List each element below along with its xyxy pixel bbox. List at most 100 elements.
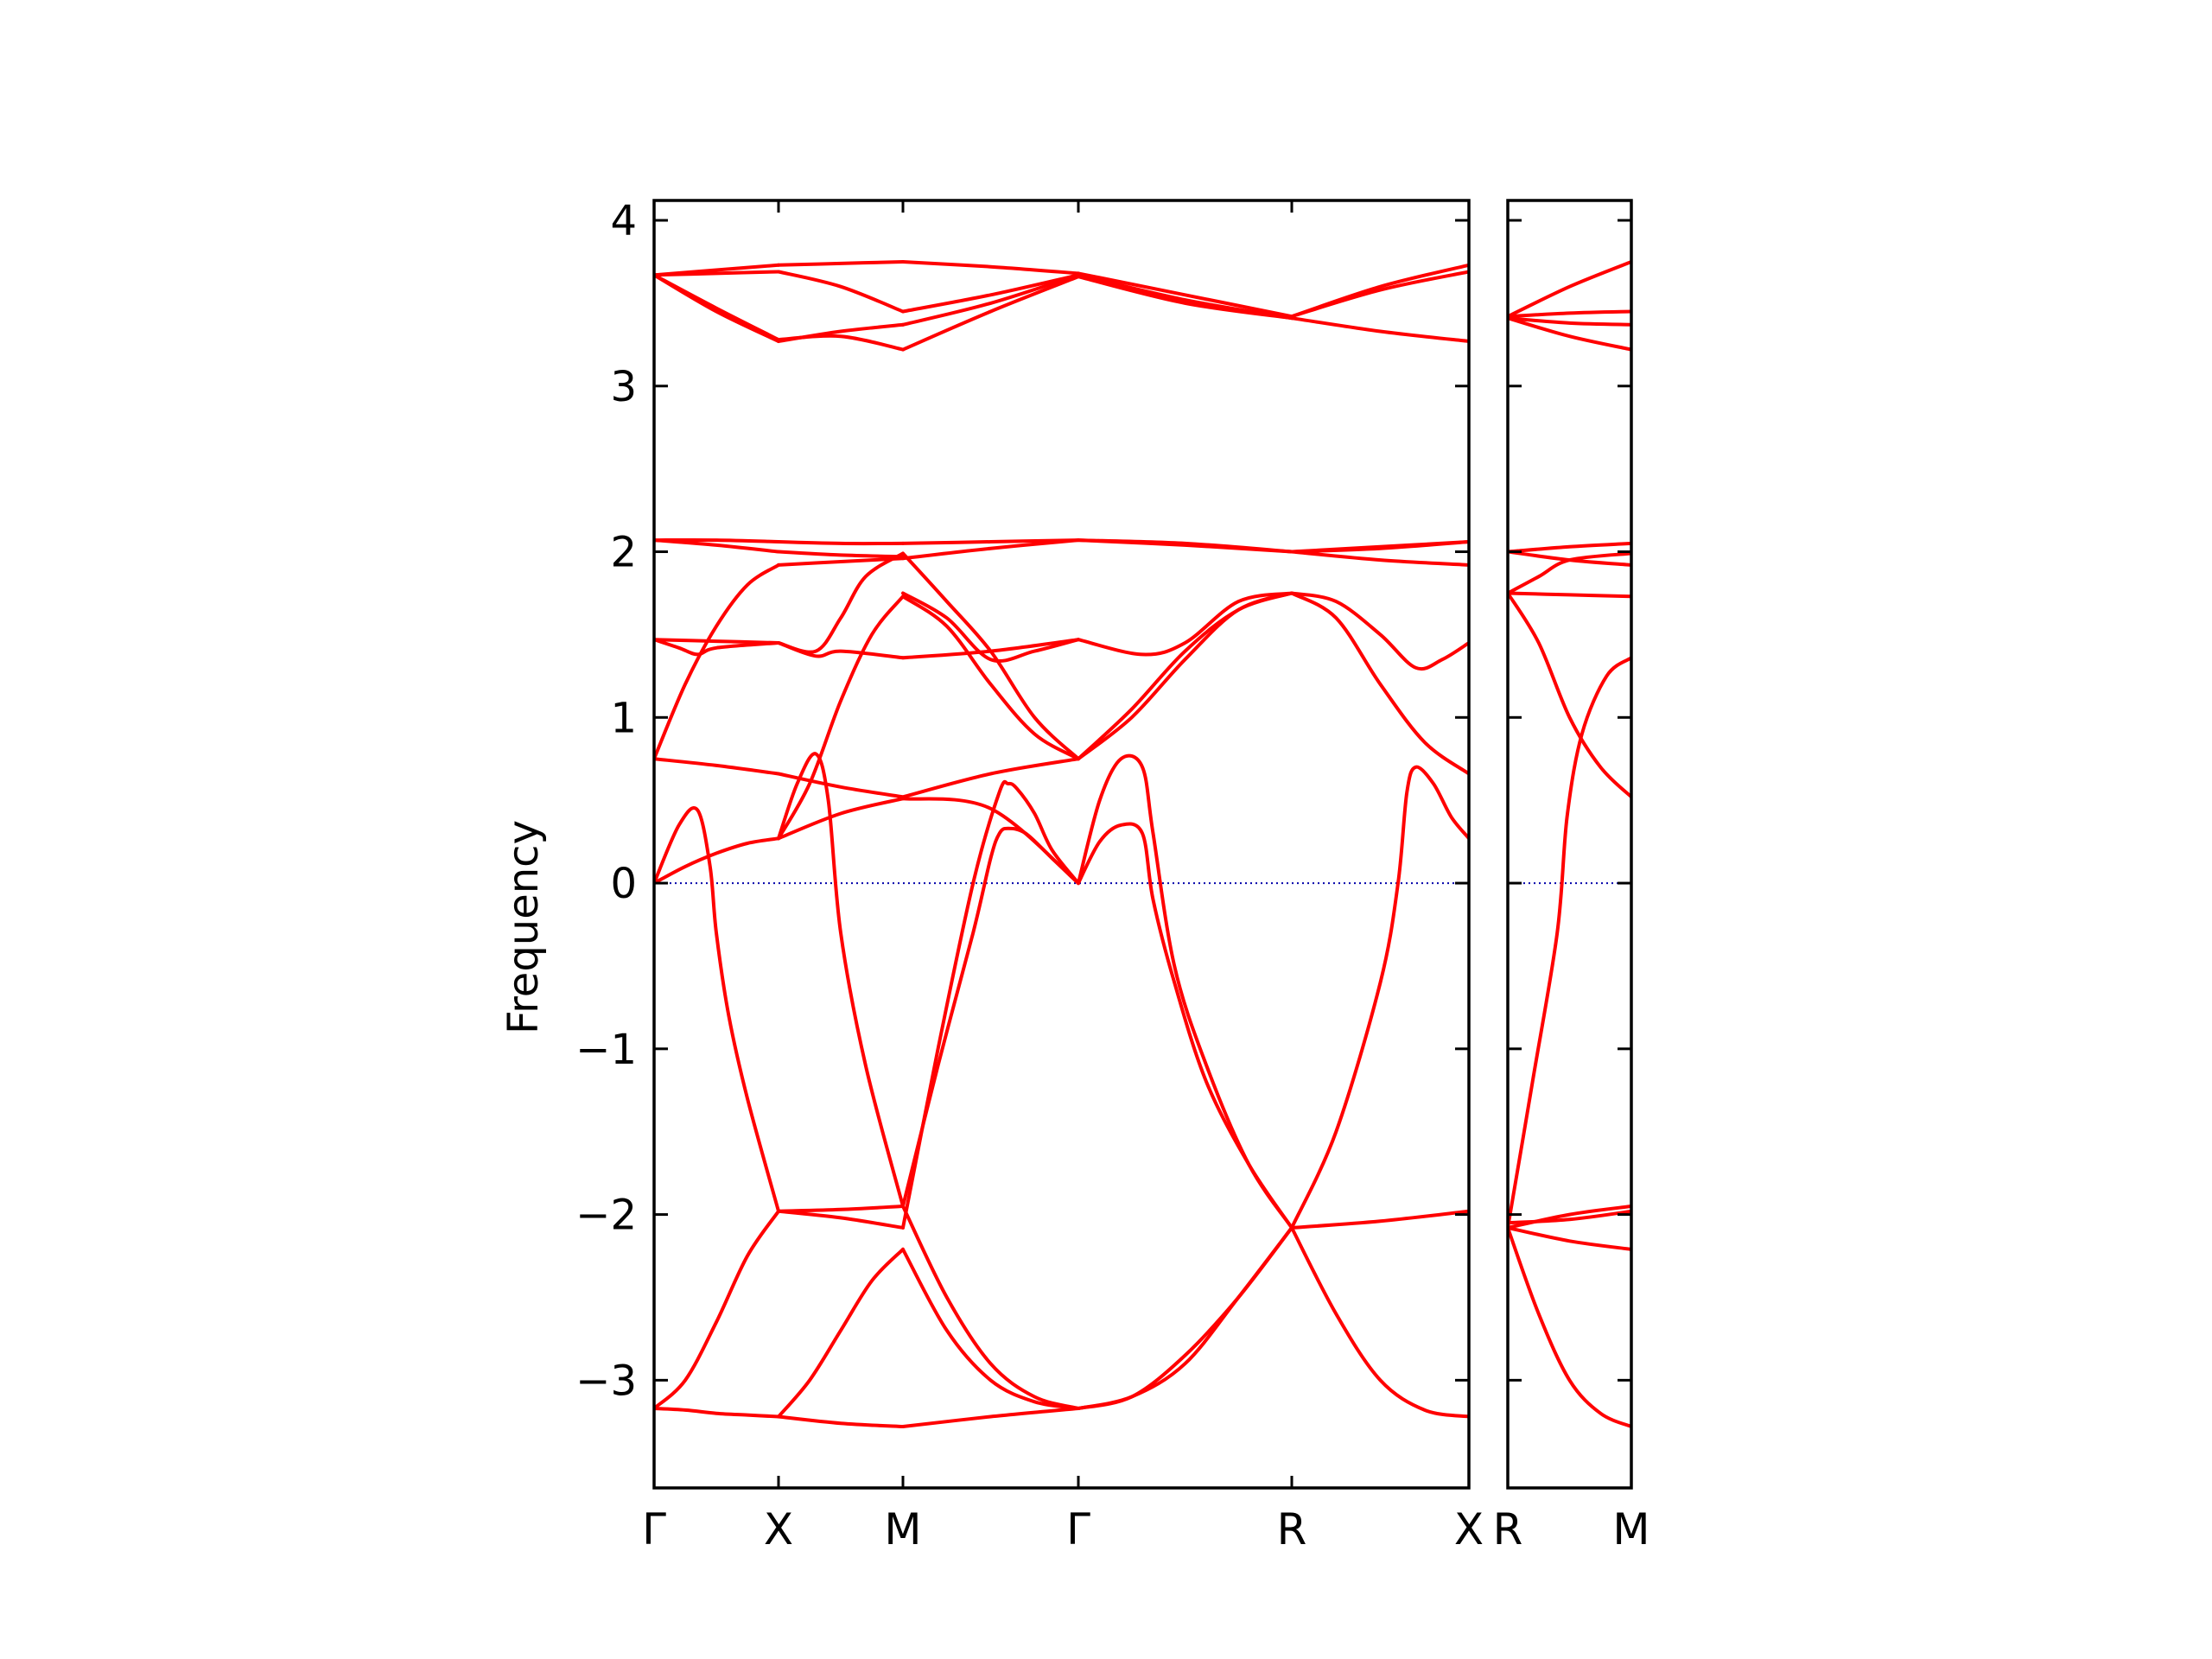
- band-line: [1290, 1225, 1469, 1419]
- band-line: [901, 260, 1080, 276]
- band-line: [901, 538, 1080, 545]
- x-tick-label: Γ: [1066, 1504, 1090, 1554]
- x-tick-label: M: [1612, 1504, 1649, 1554]
- band-line: [901, 638, 1080, 660]
- band-line: [1290, 765, 1469, 1230]
- band-line: [777, 594, 905, 841]
- band-line: [1508, 316, 1631, 352]
- band-line: [1290, 316, 1469, 343]
- band-line: [901, 1247, 1080, 1410]
- band-line: [777, 551, 905, 654]
- band-line: [777, 772, 905, 799]
- band-line: [901, 797, 1080, 886]
- band-line: [654, 1209, 780, 1410]
- band-line: [1077, 1225, 1294, 1410]
- band-line: [1508, 309, 1631, 319]
- band-line: [1290, 591, 1469, 671]
- band-line: [1077, 591, 1294, 761]
- band-line: [1290, 1209, 1469, 1230]
- y-axis-label: Frequency: [499, 820, 548, 1034]
- band-line: [901, 1205, 1080, 1410]
- plot-frame: [1506, 199, 1633, 1490]
- y-tick-label: 2: [610, 529, 637, 577]
- band-line: [777, 1209, 905, 1230]
- band-line: [1508, 656, 1631, 1230]
- band-line: [1077, 538, 1294, 554]
- band-line: [777, 540, 905, 546]
- band-lines: [1508, 260, 1631, 1428]
- x-tick-label: X: [764, 1504, 793, 1554]
- band-line: [1508, 1225, 1631, 1428]
- band-line: [654, 270, 780, 277]
- band-line: [777, 550, 905, 559]
- band-line: [1508, 1205, 1631, 1230]
- y-tick-label: −3: [575, 1357, 637, 1405]
- x-tick-label: X: [1454, 1504, 1484, 1554]
- band-line: [1077, 1225, 1294, 1410]
- band-line: [777, 260, 905, 267]
- y-tick-label: 4: [610, 197, 637, 245]
- band-line: [1077, 275, 1294, 321]
- x-tick-label: Γ: [642, 1504, 666, 1554]
- y-tick-label: 1: [610, 694, 637, 742]
- x-tick-label: M: [884, 1504, 921, 1554]
- band-line: [901, 591, 1080, 663]
- band-line: [1508, 591, 1631, 799]
- band-line: [777, 270, 905, 314]
- band-line: [777, 752, 905, 1208]
- band-line: [1290, 540, 1469, 554]
- band-line: [654, 638, 780, 645]
- band-line: [654, 806, 780, 1213]
- x-tick-label: R: [1277, 1504, 1307, 1554]
- band-line: [777, 1247, 905, 1419]
- band-line: [901, 273, 1080, 314]
- band-line: [777, 556, 905, 567]
- band-line: [901, 779, 1080, 1230]
- band-line: [1077, 591, 1294, 761]
- band-line: [901, 826, 1080, 1208]
- plot-frame: [652, 199, 1471, 1490]
- band-lines: [654, 260, 1469, 1428]
- band-line: [1077, 591, 1294, 657]
- band-line: [1290, 591, 1469, 776]
- band-line: [654, 836, 780, 886]
- y-tick-label: 3: [610, 363, 637, 411]
- band-line: [901, 1407, 1080, 1428]
- band-line: [654, 757, 780, 776]
- band-line: [1077, 822, 1294, 1230]
- band-line: [654, 1407, 780, 1419]
- band-line: [1290, 270, 1469, 319]
- band-line: [1077, 271, 1294, 319]
- band-line: [901, 273, 1080, 327]
- band-line: [1077, 753, 1294, 1230]
- band-line: [777, 1414, 905, 1428]
- band-line: [654, 563, 780, 761]
- band-line: [777, 1205, 905, 1213]
- x-tick-label: R: [1493, 1504, 1523, 1554]
- y-tick-label: 0: [610, 860, 637, 908]
- band-line: [777, 641, 905, 660]
- band-line: [1508, 541, 1631, 554]
- band-line: [1508, 551, 1631, 595]
- band-line: [1508, 550, 1631, 567]
- band-line: [1508, 1225, 1631, 1251]
- band-line: [654, 273, 780, 342]
- y-tick-label: −2: [575, 1192, 637, 1240]
- band-line: [777, 334, 905, 352]
- band-line: [1508, 260, 1631, 319]
- y-tick-label: −1: [575, 1026, 637, 1074]
- band-line: [1290, 550, 1469, 567]
- band-line: [654, 538, 780, 554]
- band-line: [901, 275, 1080, 352]
- band-line: [1508, 591, 1631, 599]
- y-axis: −3 −2 −1 0 1 2 3 4: [575, 197, 637, 1405]
- band-line: [901, 757, 1080, 799]
- band-line: [1508, 1209, 1631, 1225]
- band-line: [901, 594, 1080, 761]
- band-line: [777, 797, 905, 841]
- band-line: [654, 638, 780, 657]
- band-line: [1508, 316, 1631, 327]
